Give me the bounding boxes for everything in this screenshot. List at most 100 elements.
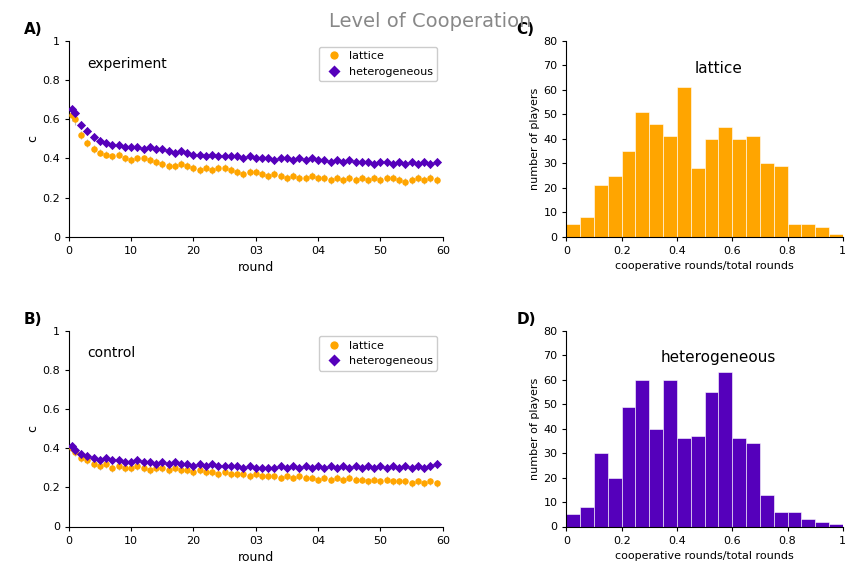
Point — [87, 144, 101, 153]
Point — [131, 455, 144, 464]
Point — [423, 160, 437, 169]
Point — [199, 467, 212, 476]
Point — [348, 475, 362, 484]
Bar — [691, 168, 704, 237]
Point — [168, 148, 181, 157]
Bar — [746, 443, 760, 526]
Point — [174, 465, 187, 474]
Point — [330, 156, 344, 165]
Point — [255, 170, 269, 179]
Point — [386, 477, 400, 486]
Point — [74, 449, 88, 459]
Point — [118, 142, 132, 152]
Point — [206, 150, 219, 159]
Point — [336, 461, 350, 470]
Point — [156, 144, 169, 153]
Point — [292, 471, 306, 480]
Point — [355, 463, 369, 473]
Point — [87, 453, 101, 463]
Point — [99, 138, 113, 147]
Point — [131, 142, 144, 152]
Bar — [815, 227, 829, 237]
Bar — [677, 87, 691, 237]
Point — [124, 463, 138, 473]
Point — [124, 457, 138, 467]
Point — [311, 173, 325, 183]
Point — [193, 150, 206, 159]
Point — [392, 176, 406, 185]
Point — [93, 136, 107, 146]
Point — [298, 156, 312, 165]
Point — [106, 455, 120, 464]
Point — [342, 156, 356, 165]
Point — [137, 154, 150, 163]
Bar — [802, 225, 815, 237]
Point — [342, 473, 356, 482]
Y-axis label: c: c — [27, 135, 40, 142]
Point — [392, 157, 406, 167]
Point — [81, 126, 95, 136]
Point — [162, 161, 175, 171]
Point — [68, 448, 82, 457]
Bar — [567, 514, 580, 526]
Point — [380, 463, 394, 473]
Point — [323, 461, 337, 470]
Point — [342, 463, 356, 473]
Point — [118, 463, 132, 473]
Point — [398, 177, 412, 187]
Point — [243, 471, 256, 480]
Point — [323, 475, 337, 484]
Point — [187, 467, 200, 476]
Point — [174, 160, 187, 169]
Point — [280, 463, 294, 473]
Bar — [746, 136, 760, 237]
Point — [273, 473, 287, 482]
Point — [405, 463, 419, 473]
Point — [131, 154, 144, 163]
Point — [255, 463, 269, 473]
Point — [273, 154, 287, 163]
Point — [367, 475, 381, 484]
Bar — [732, 438, 746, 526]
Point — [317, 473, 331, 482]
Point — [411, 160, 425, 169]
Point — [174, 459, 187, 469]
Point — [237, 469, 250, 479]
Point — [273, 461, 287, 470]
Point — [99, 453, 113, 463]
Point — [355, 157, 369, 167]
Bar — [622, 151, 636, 237]
Point — [336, 475, 350, 484]
Point — [373, 176, 387, 185]
Point — [398, 477, 412, 486]
Point — [361, 461, 375, 470]
Point — [311, 475, 325, 484]
Point — [230, 167, 244, 177]
Bar — [704, 392, 718, 526]
Point — [380, 173, 394, 183]
Point — [74, 453, 88, 463]
Bar — [704, 139, 718, 237]
Point — [168, 161, 181, 171]
Point — [74, 121, 88, 130]
Point — [149, 157, 163, 167]
Y-axis label: number of players: number of players — [531, 88, 540, 190]
Point — [261, 154, 275, 163]
Bar — [580, 507, 594, 526]
Point — [298, 461, 312, 470]
Point — [212, 152, 225, 161]
Point — [405, 176, 419, 185]
Point — [237, 170, 250, 179]
Point — [112, 461, 126, 470]
Point — [212, 164, 225, 173]
Point — [218, 164, 231, 173]
Text: A): A) — [24, 22, 42, 37]
Point — [305, 154, 319, 163]
Point — [187, 164, 200, 173]
Point — [168, 463, 181, 473]
Bar — [663, 136, 677, 237]
Point — [162, 459, 175, 469]
Point — [423, 477, 437, 486]
X-axis label: round: round — [237, 551, 274, 564]
Point — [430, 479, 444, 488]
